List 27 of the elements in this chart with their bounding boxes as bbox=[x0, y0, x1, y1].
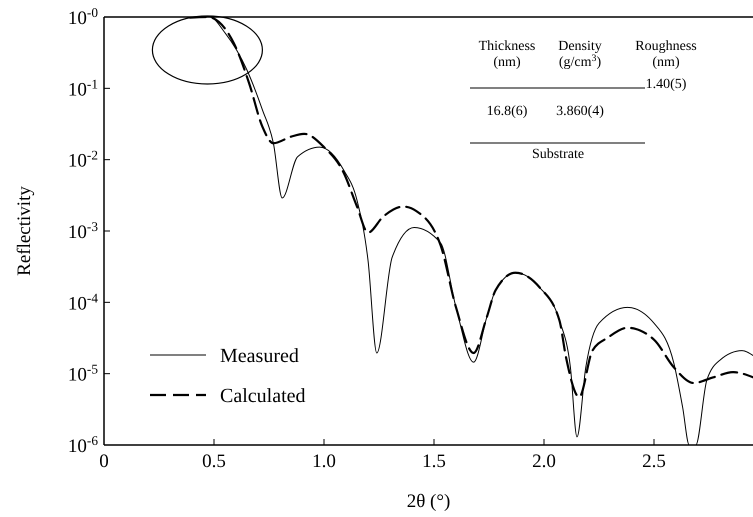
y-tick-label: 10$^{-3}$ bbox=[68, 218, 98, 243]
annotation: 16.8(6) bbox=[486, 104, 528, 119]
annotation: (nm) bbox=[652, 55, 680, 70]
annotation: (g/cm$^{3}$) bbox=[558, 52, 602, 70]
annotation: Roughness bbox=[635, 39, 697, 54]
x-tick-label: 0.5 bbox=[202, 451, 226, 472]
annotation: Substrate bbox=[532, 147, 584, 162]
y-tick-label: 10$^{-4}$ bbox=[68, 290, 98, 314]
annotation: 3.860(4) bbox=[556, 104, 604, 119]
legend-label: Measured bbox=[220, 345, 299, 367]
x-tick-label: 1.5 bbox=[422, 451, 446, 472]
y-tick-label: 10$^{-6}$ bbox=[68, 432, 98, 457]
annotation: Density bbox=[558, 39, 602, 54]
y-tick-label: 10$^{-0}$ bbox=[68, 4, 98, 29]
legend-label: Calculated bbox=[220, 385, 306, 407]
x-tick-label: 1.0 bbox=[312, 451, 336, 472]
x-tick-label: 0 bbox=[99, 451, 109, 472]
y-tick-label: 10$^{-1}$ bbox=[68, 76, 98, 100]
y-axis-title: Reflectivity bbox=[14, 186, 35, 276]
x-tick-label: 2.0 bbox=[532, 451, 556, 472]
y-tick-label: 10$^{-5}$ bbox=[68, 361, 98, 386]
x-tick-label: 2.5 bbox=[642, 451, 666, 472]
annotation: Thickness bbox=[478, 39, 536, 54]
annotation: (nm) bbox=[493, 55, 521, 70]
x-axis-title: 2θ (°) bbox=[406, 491, 450, 512]
y-tick-label: 10$^{-2}$ bbox=[68, 147, 98, 172]
annotation: 1.40(5) bbox=[646, 77, 687, 92]
